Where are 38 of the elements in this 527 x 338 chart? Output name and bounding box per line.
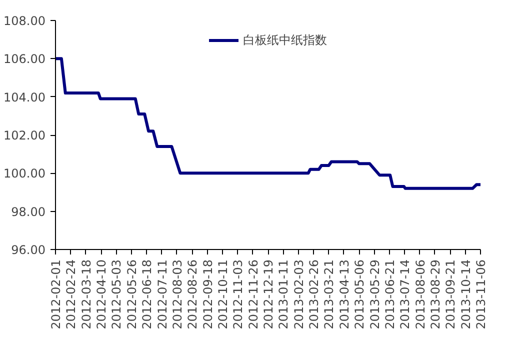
x-tick-label: 2012-05-26 (124, 259, 139, 330)
x-tick-label: 2013-02-26 (307, 259, 322, 330)
x-tick-label: 2013-10-14 (458, 259, 473, 330)
y-tick-label: 102.00 (4, 128, 46, 142)
y-tick-label: 100.00 (4, 166, 46, 181)
x-tick-label: 2012-04-10 (94, 259, 109, 330)
y-tick-label: 108.00 (4, 14, 46, 28)
x-tick-label: 2012-07-11 (155, 259, 170, 330)
x-tick-label: 2013-02-03 (292, 259, 306, 330)
x-tick-label: 2013-04-13 (337, 259, 352, 330)
x-tick-label: 2012-11-03 (231, 259, 246, 330)
x-tick-label: 2013-08-06 (413, 259, 428, 330)
x-tick-label: 2012-06-18 (140, 259, 154, 330)
x-tick-label: 2012-03-18 (79, 259, 94, 330)
x-tick-label: 2013-11-06 (474, 259, 488, 330)
x-tick-label: 2013-01-11 (276, 259, 291, 330)
x-tick-label: 2013-06-21 (382, 259, 397, 330)
x-tick-label: 2012-08-26 (186, 259, 200, 330)
y-tick-label: 98.00 (11, 204, 46, 219)
x-tick-label: 2013-05-06 (352, 259, 367, 330)
x-tick-label: 2012-02-24 (64, 259, 78, 330)
x-tick-label: 2012-10-11 (216, 259, 230, 330)
y-tick-label: 96.00 (11, 243, 46, 257)
x-tick-label: 2013-07-14 (398, 259, 412, 330)
line-series (56, 57, 480, 190)
x-tick-label: 2012-05-03 (110, 259, 124, 330)
x-tick-label: 2013-05-29 (368, 259, 382, 330)
x-tick-label: 2012-11-26 (246, 259, 260, 330)
x-tick-label: 2013-09-21 (444, 259, 458, 330)
y-tick-label: 104.00 (4, 90, 46, 104)
x-tick-label: 2012-09-18 (200, 259, 215, 330)
legend-label: 白板纸中纸指数 (243, 32, 327, 48)
x-tick-label: 2013-08-29 (428, 259, 442, 330)
x-tick-label: 2013-03-21 (322, 259, 336, 330)
x-tick-label: 2012-08-03 (170, 259, 184, 330)
x-tick-label: 2012-02-01 (49, 259, 63, 330)
y-tick-label: 106.00 (4, 52, 46, 66)
x-tick-label: 2012-12-19 (262, 259, 276, 330)
